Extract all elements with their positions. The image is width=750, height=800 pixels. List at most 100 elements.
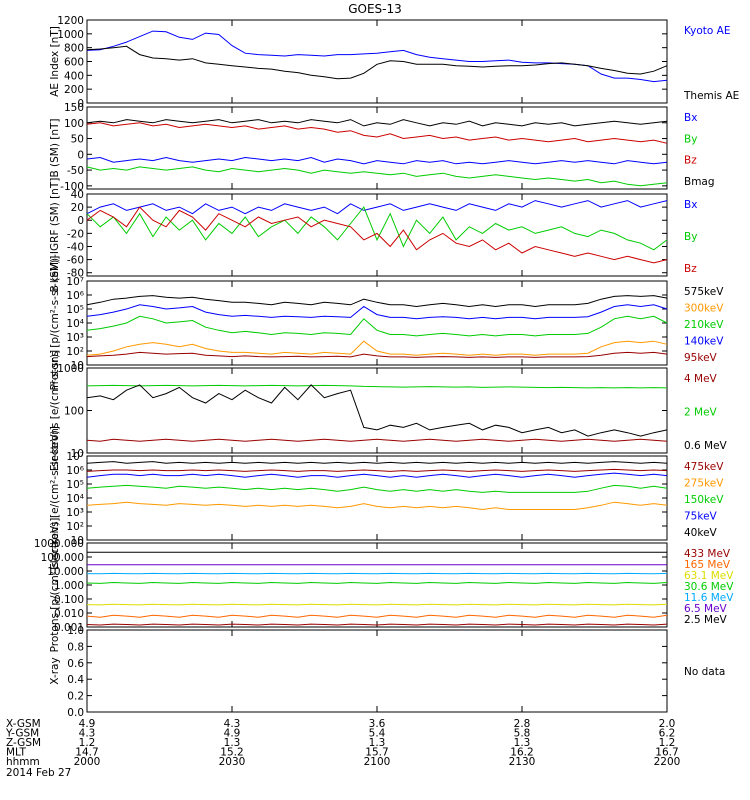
series-line-140kev [86,304,668,320]
ylabel: B (SM)-IGRF (SM) [nT] [49,178,61,293]
ytick-label: 100 [64,118,84,130]
legend-label: Bx [684,112,697,124]
footer-value: 2000 [74,756,101,768]
footer-value: 4.3 [79,728,96,740]
legend-label: 4 MeV [684,373,718,385]
ytick-label: -60 [67,255,84,267]
ytick-label: 10⁷ [66,276,84,288]
ytick-label: 0 [77,215,84,227]
legend-label: Bz [684,263,697,275]
ytick-label: 150 [64,102,84,114]
legend-label: 30.6 MeV [684,581,734,593]
legend-label: Kyoto AE [684,25,730,37]
footer-value: 16.2 [510,747,533,759]
legend-label: 300keV [684,303,724,315]
ytick-label: 10³ [66,507,84,519]
ytick-label: -100 [60,181,84,193]
ytick-label: 10⁷ [66,451,84,463]
series-line-kyoto-ae [86,30,668,83]
footer-value: 1.3 [224,737,241,749]
footer-value: 5.4 [369,728,386,740]
ytick-label: 1.0 [67,625,84,637]
ylabel: Electrons [e/(cm²-s-sr)] [49,350,61,471]
ytick-label: 10⁴ [66,318,84,330]
series-line-4-mev [86,438,668,442]
footer-value: 2200 [654,756,681,768]
series-line-30.6-mev [86,581,668,584]
ytick-label: 10⁵ [66,304,84,316]
footer-row-label: X-GSM [6,718,41,730]
ytick-label: 0.2 [67,691,84,703]
legend-label: 433 MeV [684,548,731,560]
series-line-themis-ae [86,45,668,80]
ytick-label: 600 [64,57,84,69]
series-line-433-mev [86,623,668,626]
ytick-label: 50 [71,134,84,146]
ytick-label: 1.000 [54,580,84,592]
legend-label: 150keV [684,494,724,506]
footer-value: 15.2 [220,747,243,759]
legend-label: 575keV [684,286,724,298]
ytick-label: -50 [67,165,84,177]
series-line-bz [86,206,668,264]
ytick-label: 1000.000 [34,538,84,550]
ytick-label: 200 [64,84,84,96]
panel-frame [86,106,668,190]
series-line-95kev [86,351,668,358]
footer-value: 1.3 [514,737,531,749]
ytick-label: 1000 [57,29,84,41]
series-line-475kev [86,468,668,472]
legend-label: Bz [684,155,697,167]
ytick-label: 0.010 [54,608,84,620]
panel-6: 10 10² 10³ 10⁴ 10⁵ 10⁶ 10⁷ Electrons [e/(cm²-s-… [49,426,724,570]
footer-value: 2100 [364,756,391,768]
legend-label: 75keV [684,511,718,523]
panel-frame [86,280,668,366]
ytick-label: 100 [64,406,84,418]
legend-label: 63.1 MeV [684,570,734,582]
legend-label: By [684,231,697,243]
legend-label: 2.5 MeV [684,614,728,626]
ytick-label: 40 [71,189,84,201]
ytick-label: 10.000 [47,566,84,578]
legend-label: 0.6 MeV [684,440,728,452]
series-line-2-mev [86,384,668,389]
legend-label: 140keV [684,336,724,348]
legend-label: 165 MeV [684,559,731,571]
panel-4: 10 10² 10³ 10⁴ 10⁵ 10⁶ 10⁷ Protons [p/(cm²-s-sr… [49,256,724,391]
ytick-label: 0.0 [67,707,84,719]
ytick-label: 800 [64,43,84,55]
footer-value: 4.3 [224,718,241,730]
panel-frame [86,19,668,104]
legend-label: 210keV [684,319,724,331]
legend-label: 6.5 MeV [684,603,728,615]
ylabel: X-ray [49,657,61,684]
legend-label: Themis AE [683,90,739,102]
ytick-label: 0.001 [54,622,84,634]
series-line-75kev [86,472,668,478]
ytick-label: 0.100 [54,594,84,606]
legend-label: 275keV [684,478,724,490]
footer-value: 2.0 [659,718,676,730]
chart-title: GOES-13 [348,2,402,16]
panel-frame [86,542,668,628]
ytick-label: 0 [77,98,84,110]
ytick-label: 0.8 [67,641,84,653]
ytick-label: 10² [66,346,84,358]
legend-label: 40keV [684,527,718,539]
ytick-label: 100.000 [41,552,84,564]
footer-row-label: MLT [6,747,26,759]
series-line-275kev [86,501,668,511]
footer-value: 1.3 [369,737,386,749]
ylabel: AE Index [nT] [49,26,61,97]
legend-label: Bx [684,199,697,211]
series-line-bx [86,200,668,215]
footer-value: 15.7 [365,747,388,759]
series-line-0.6-mev [86,384,668,437]
series-line-40kev [86,461,668,464]
legend-label: Bmag [684,176,715,188]
